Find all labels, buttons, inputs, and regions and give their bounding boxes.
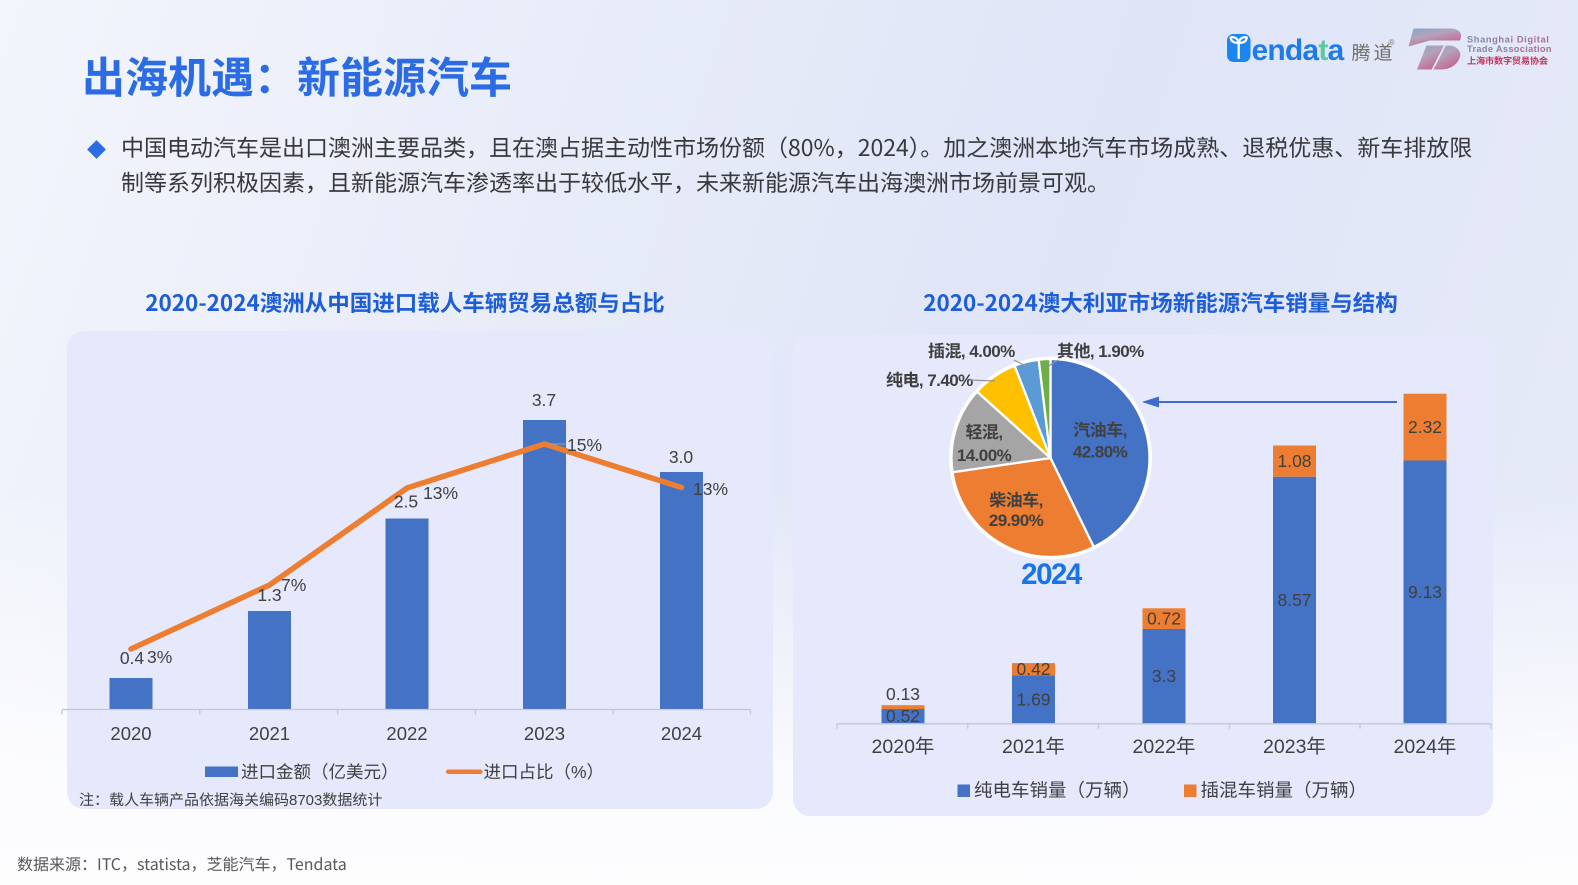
svg-text:8.57: 8.57 — [1277, 590, 1311, 610]
svg-text:纯电车销量（万辆）: 纯电车销量（万辆） — [974, 780, 1141, 801]
svg-text:13%: 13% — [693, 479, 728, 499]
svg-text:2024: 2024 — [1021, 558, 1083, 591]
svg-text:42.80%: 42.80% — [1073, 443, 1128, 462]
svg-text:2.32: 2.32 — [1408, 417, 1442, 437]
svg-text:Trade Association: Trade Association — [1467, 44, 1552, 54]
svg-text:0.52: 0.52 — [886, 706, 920, 726]
svg-text:29.90%: 29.90% — [989, 511, 1044, 530]
svg-text:Shanghai Digital: Shanghai Digital — [1467, 35, 1549, 45]
svg-text:2022: 2022 — [386, 723, 427, 744]
svg-text:上海市数字贸易协会: 上海市数字贸易协会 — [1467, 56, 1548, 66]
svg-text:注：载人车辆产品依据海关编码8703数据统计: 注：载人车辆产品依据海关编码8703数据统计 — [79, 792, 382, 809]
svg-text:endata: endata — [1252, 34, 1345, 67]
svg-text:2021年: 2021年 — [1002, 736, 1065, 758]
svg-text:3.0: 3.0 — [669, 447, 694, 467]
svg-text:9.13: 9.13 — [1408, 582, 1442, 602]
svg-text:13%: 13% — [423, 483, 458, 503]
svg-text:®: ® — [1389, 38, 1395, 47]
svg-text:1.3: 1.3 — [257, 585, 281, 605]
svg-text:纯电, 7.40%: 纯电, 7.40% — [886, 371, 973, 390]
svg-text:3.3: 3.3 — [1152, 666, 1176, 686]
svg-text:进口金额（亿美元）: 进口金额（亿美元） — [241, 762, 399, 782]
svg-text:0.42: 0.42 — [1016, 659, 1050, 679]
svg-text:14.00%: 14.00% — [957, 446, 1012, 465]
svg-text:柴油车,: 柴油车, — [989, 491, 1043, 510]
svg-text:2.5: 2.5 — [394, 492, 418, 512]
svg-text:其他, 1.90%: 其他, 1.90% — [1057, 342, 1144, 361]
svg-text:汽油车,: 汽油车, — [1073, 421, 1127, 440]
svg-text:进口占比（%）: 进口占比（%） — [484, 762, 605, 782]
svg-text:2021: 2021 — [249, 723, 290, 744]
svg-text:1.69: 1.69 — [1016, 690, 1050, 710]
svg-text:2024年: 2024年 — [1394, 736, 1457, 758]
svg-text:2020: 2020 — [110, 723, 151, 744]
svg-text:插混, 4.00%: 插混, 4.00% — [928, 342, 1015, 361]
svg-text:腾道: 腾道 — [1352, 43, 1396, 65]
svg-text:插混车销量（万辆）: 插混车销量（万辆） — [1201, 780, 1368, 801]
svg-text:0.13: 0.13 — [886, 684, 920, 704]
svg-text:15%: 15% — [567, 435, 602, 455]
svg-text:3%: 3% — [147, 647, 172, 667]
svg-text:2023: 2023 — [524, 723, 565, 744]
svg-text:轻混,: 轻混, — [965, 423, 1002, 442]
svg-text:2020年: 2020年 — [872, 736, 935, 758]
svg-text:0.72: 0.72 — [1147, 609, 1181, 629]
svg-text:7%: 7% — [281, 575, 306, 595]
svg-text:3.7: 3.7 — [532, 390, 556, 410]
svg-text:2022年: 2022年 — [1133, 736, 1196, 758]
svg-text:2023年: 2023年 — [1263, 736, 1326, 758]
svg-text:2024: 2024 — [661, 723, 702, 744]
svg-text:1.08: 1.08 — [1277, 451, 1311, 471]
svg-text:0.4: 0.4 — [120, 648, 145, 668]
